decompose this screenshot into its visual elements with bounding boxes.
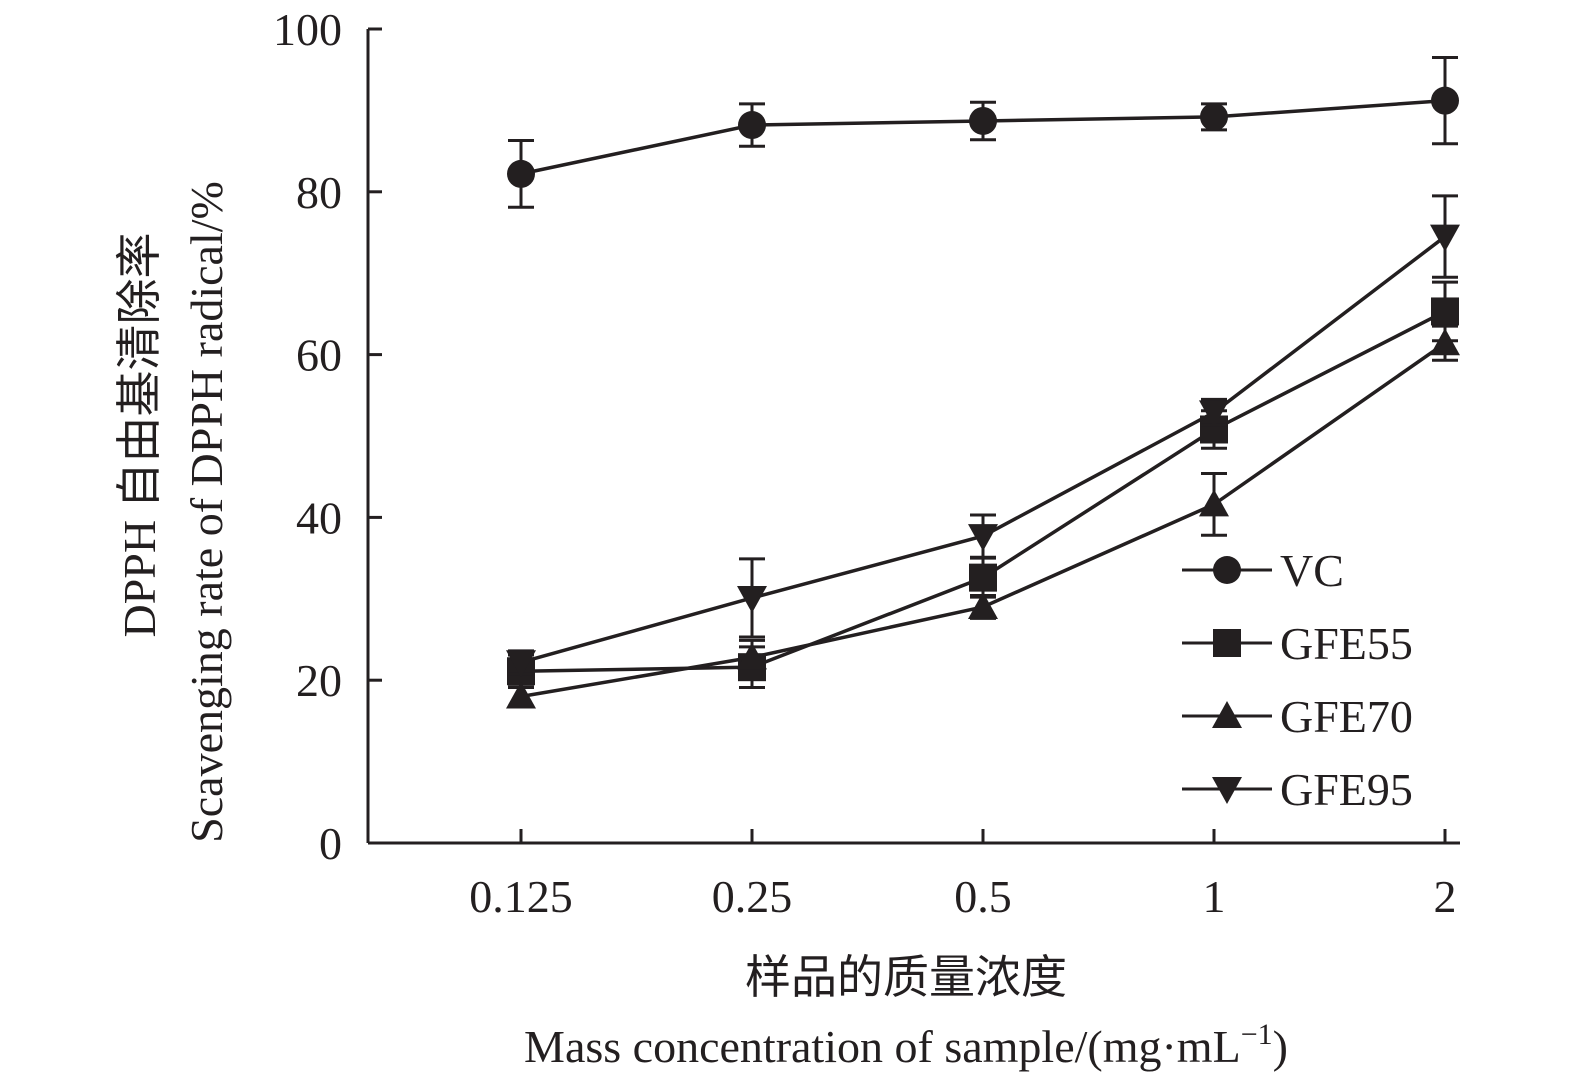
legend-item-gfe70: GFE70 — [1182, 691, 1413, 742]
x-axis-title-en-end: ) — [1273, 1021, 1288, 1072]
x-axis-title-en: Mass concentration of sample/(mg·mL−1) — [524, 1018, 1288, 1072]
data-point — [506, 681, 536, 709]
data-point — [737, 642, 767, 670]
data-point — [969, 563, 997, 592]
legend-label: GFE55 — [1280, 618, 1413, 669]
series-layer — [506, 55, 1460, 709]
data-point — [738, 111, 766, 140]
y-tick-label: 80 — [296, 167, 342, 218]
x-axis-title-cn: 样品的质量浓度 — [745, 952, 1067, 1003]
y-tick-label: 60 — [296, 330, 342, 381]
x-tick-label: 1 — [1203, 871, 1226, 922]
legend-marker — [1212, 777, 1242, 804]
x-tick-label: 0.5 — [954, 871, 1012, 922]
legend-marker — [1212, 701, 1242, 728]
legend-label: VC — [1280, 545, 1344, 596]
data-point — [1431, 297, 1459, 326]
data-point — [969, 106, 997, 135]
y-tick-label: 0 — [319, 818, 342, 869]
legend-label: GFE70 — [1280, 691, 1413, 742]
legend-label: GFE95 — [1280, 764, 1413, 815]
x-axis-title: 样品的质量浓度 Mass concentration of sample/(mg… — [524, 952, 1288, 1072]
y-tick-label: 20 — [296, 655, 342, 706]
series-gfe95 — [506, 194, 1460, 678]
data-point — [1430, 328, 1460, 356]
data-point — [1431, 86, 1459, 115]
data-point — [507, 159, 535, 188]
data-point — [1199, 400, 1229, 428]
data-point — [1199, 489, 1229, 517]
x-axis-title-en-sup: −1 — [1241, 1018, 1273, 1051]
x-axis-title-en-main: Mass concentration of sample/(mg·mL — [524, 1021, 1241, 1072]
legend-item-vc: VC — [1182, 545, 1344, 596]
y-ticks: 0 20 40 60 80 100 — [273, 4, 382, 869]
y-axis-title-en: Scavenging rate of DPPH radical/% — [181, 181, 232, 843]
data-point — [1200, 102, 1228, 131]
x-tick-label: 0.25 — [712, 871, 793, 922]
legend-marker — [1213, 629, 1241, 657]
data-point — [1430, 224, 1460, 252]
legend-item-gfe55: GFE55 — [1182, 618, 1413, 669]
y-tick-label: 40 — [296, 492, 342, 543]
x-tick-label: 2 — [1434, 871, 1457, 922]
data-point — [737, 585, 767, 613]
data-point — [968, 591, 998, 619]
x-ticks: 0.125 0.25 0.5 1 2 — [469, 829, 1457, 922]
y-axis-title-cn: DPPH 自由基清除率 — [114, 232, 165, 637]
series-vc — [507, 55, 1459, 209]
y-axis-title: DPPH 自由基清除率 Scavenging rate of DPPH radi… — [114, 181, 232, 843]
legend-item-gfe95: GFE95 — [1182, 764, 1413, 815]
axes — [366, 29, 1460, 845]
x-tick-label: 0.125 — [469, 871, 573, 922]
legend: VC GFE55 GFE70 GFE95 — [1182, 545, 1413, 815]
data-point — [968, 524, 998, 552]
y-tick-label: 100 — [273, 4, 342, 55]
data-point — [506, 650, 536, 678]
series-gfe70 — [506, 324, 1460, 709]
legend-marker — [1213, 556, 1241, 584]
